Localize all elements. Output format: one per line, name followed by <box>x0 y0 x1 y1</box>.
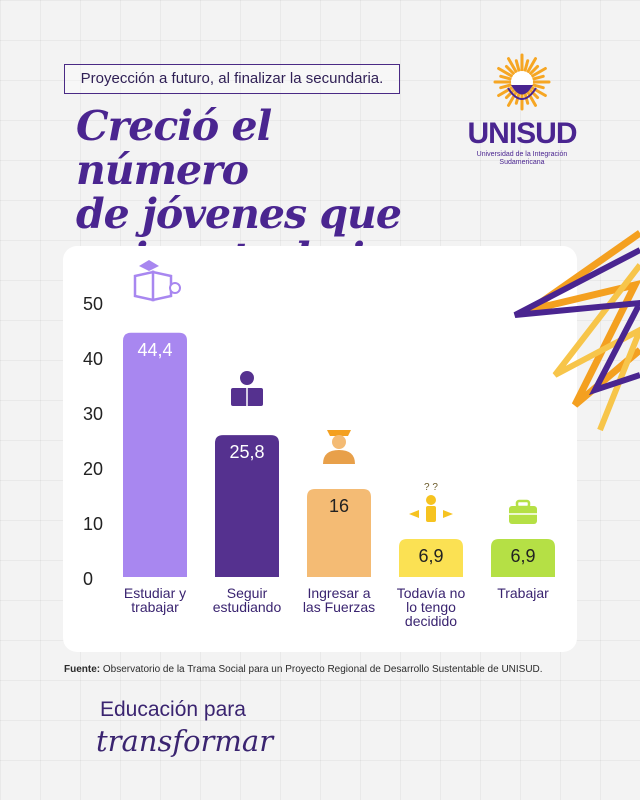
book-lightbulb-icon <box>133 270 173 302</box>
sun-ray <box>499 83 512 90</box>
category-label: Trabajar <box>497 585 549 601</box>
sun-ray <box>504 64 516 76</box>
chart-card: 0 10 20 30 40 50 44,4 Estudiar y trabajar 25,8 Seg… <box>63 246 577 652</box>
sun-ray <box>528 88 540 100</box>
bar <box>399 539 463 577</box>
confused-person-icon <box>426 495 436 505</box>
lightbulb-icon <box>169 282 181 294</box>
tagline: Proyección a futuro, al finalizar la sec… <box>64 64 400 94</box>
category-label: decidido <box>405 613 457 629</box>
category-label: Todavía no <box>397 585 466 601</box>
category-label: Seguir <box>227 585 268 601</box>
y-tick-label: 30 <box>83 404 103 424</box>
data-label: 16 <box>329 496 349 516</box>
briefcase-handle <box>515 499 531 509</box>
bar <box>123 332 187 577</box>
officer-cap-icon <box>327 430 351 436</box>
sun-emblem-icon <box>493 53 551 111</box>
source-label: Fuente: <box>64 664 101 675</box>
student-reading-icon <box>240 371 254 385</box>
sun-ray <box>507 90 518 107</box>
sun-ray <box>514 59 521 72</box>
y-tick-label: 40 <box>83 349 103 369</box>
category-label: Ingresar a <box>307 585 370 601</box>
category-label: las Fuerzas <box>303 599 375 615</box>
slogan-line-2: transformar <box>96 724 274 758</box>
graduation-cap-icon <box>139 260 159 271</box>
y-tick-label: 0 <box>83 569 93 589</box>
bar <box>491 539 555 577</box>
data-label: 25,8 <box>229 442 264 462</box>
arrows-icon <box>409 510 453 518</box>
source-text: Observatorio de la Trama Social para un … <box>102 664 543 675</box>
bar <box>307 489 371 577</box>
officer-icon <box>332 435 346 449</box>
sun-ray <box>497 67 514 78</box>
sun-ray <box>499 74 512 81</box>
sun-ray <box>526 90 537 107</box>
logo-subtitle-1: Universidad de la Integración <box>476 151 568 158</box>
y-tick-label: 20 <box>83 459 103 479</box>
bar <box>215 435 279 577</box>
y-tick-label: 10 <box>83 514 103 534</box>
sun-ray <box>532 83 545 90</box>
briefcase-icon <box>509 506 537 524</box>
sun-ray <box>530 67 547 78</box>
decorative-scribble <box>513 230 640 432</box>
headline-line-1: Creció el número <box>76 102 272 194</box>
category-label: lo tengo <box>406 599 456 615</box>
officer-body <box>323 450 355 464</box>
category-label: Estudiar y <box>124 585 186 601</box>
category-label: estudiando <box>213 599 282 615</box>
category-label: trabajar <box>131 599 179 615</box>
logo-name: UNISUD <box>467 117 577 150</box>
sun-ray <box>504 88 516 100</box>
sun-ray <box>532 74 545 81</box>
sun-ray <box>523 59 530 72</box>
data-label: 6,9 <box>510 546 535 566</box>
headline-line-2: de jóvenes que <box>76 190 402 238</box>
sun-ray <box>507 57 518 74</box>
person-body <box>426 506 436 522</box>
data-label: 44,4 <box>137 340 172 360</box>
source-note: Fuente: Observatorio de la Trama Social … <box>64 664 624 675</box>
question-marks-icon: ? ? <box>424 482 438 493</box>
data-label: 6,9 <box>418 546 443 566</box>
y-tick-label: 50 <box>83 294 103 314</box>
sun-ray <box>526 57 537 74</box>
sun-ray <box>528 64 540 76</box>
logo-subtitle-2: Sudamericana <box>499 159 545 166</box>
slogan-line-1: Educación para <box>100 698 246 721</box>
unisud-logo: UNISUD Universidad de la Integración Sud… <box>466 52 578 167</box>
